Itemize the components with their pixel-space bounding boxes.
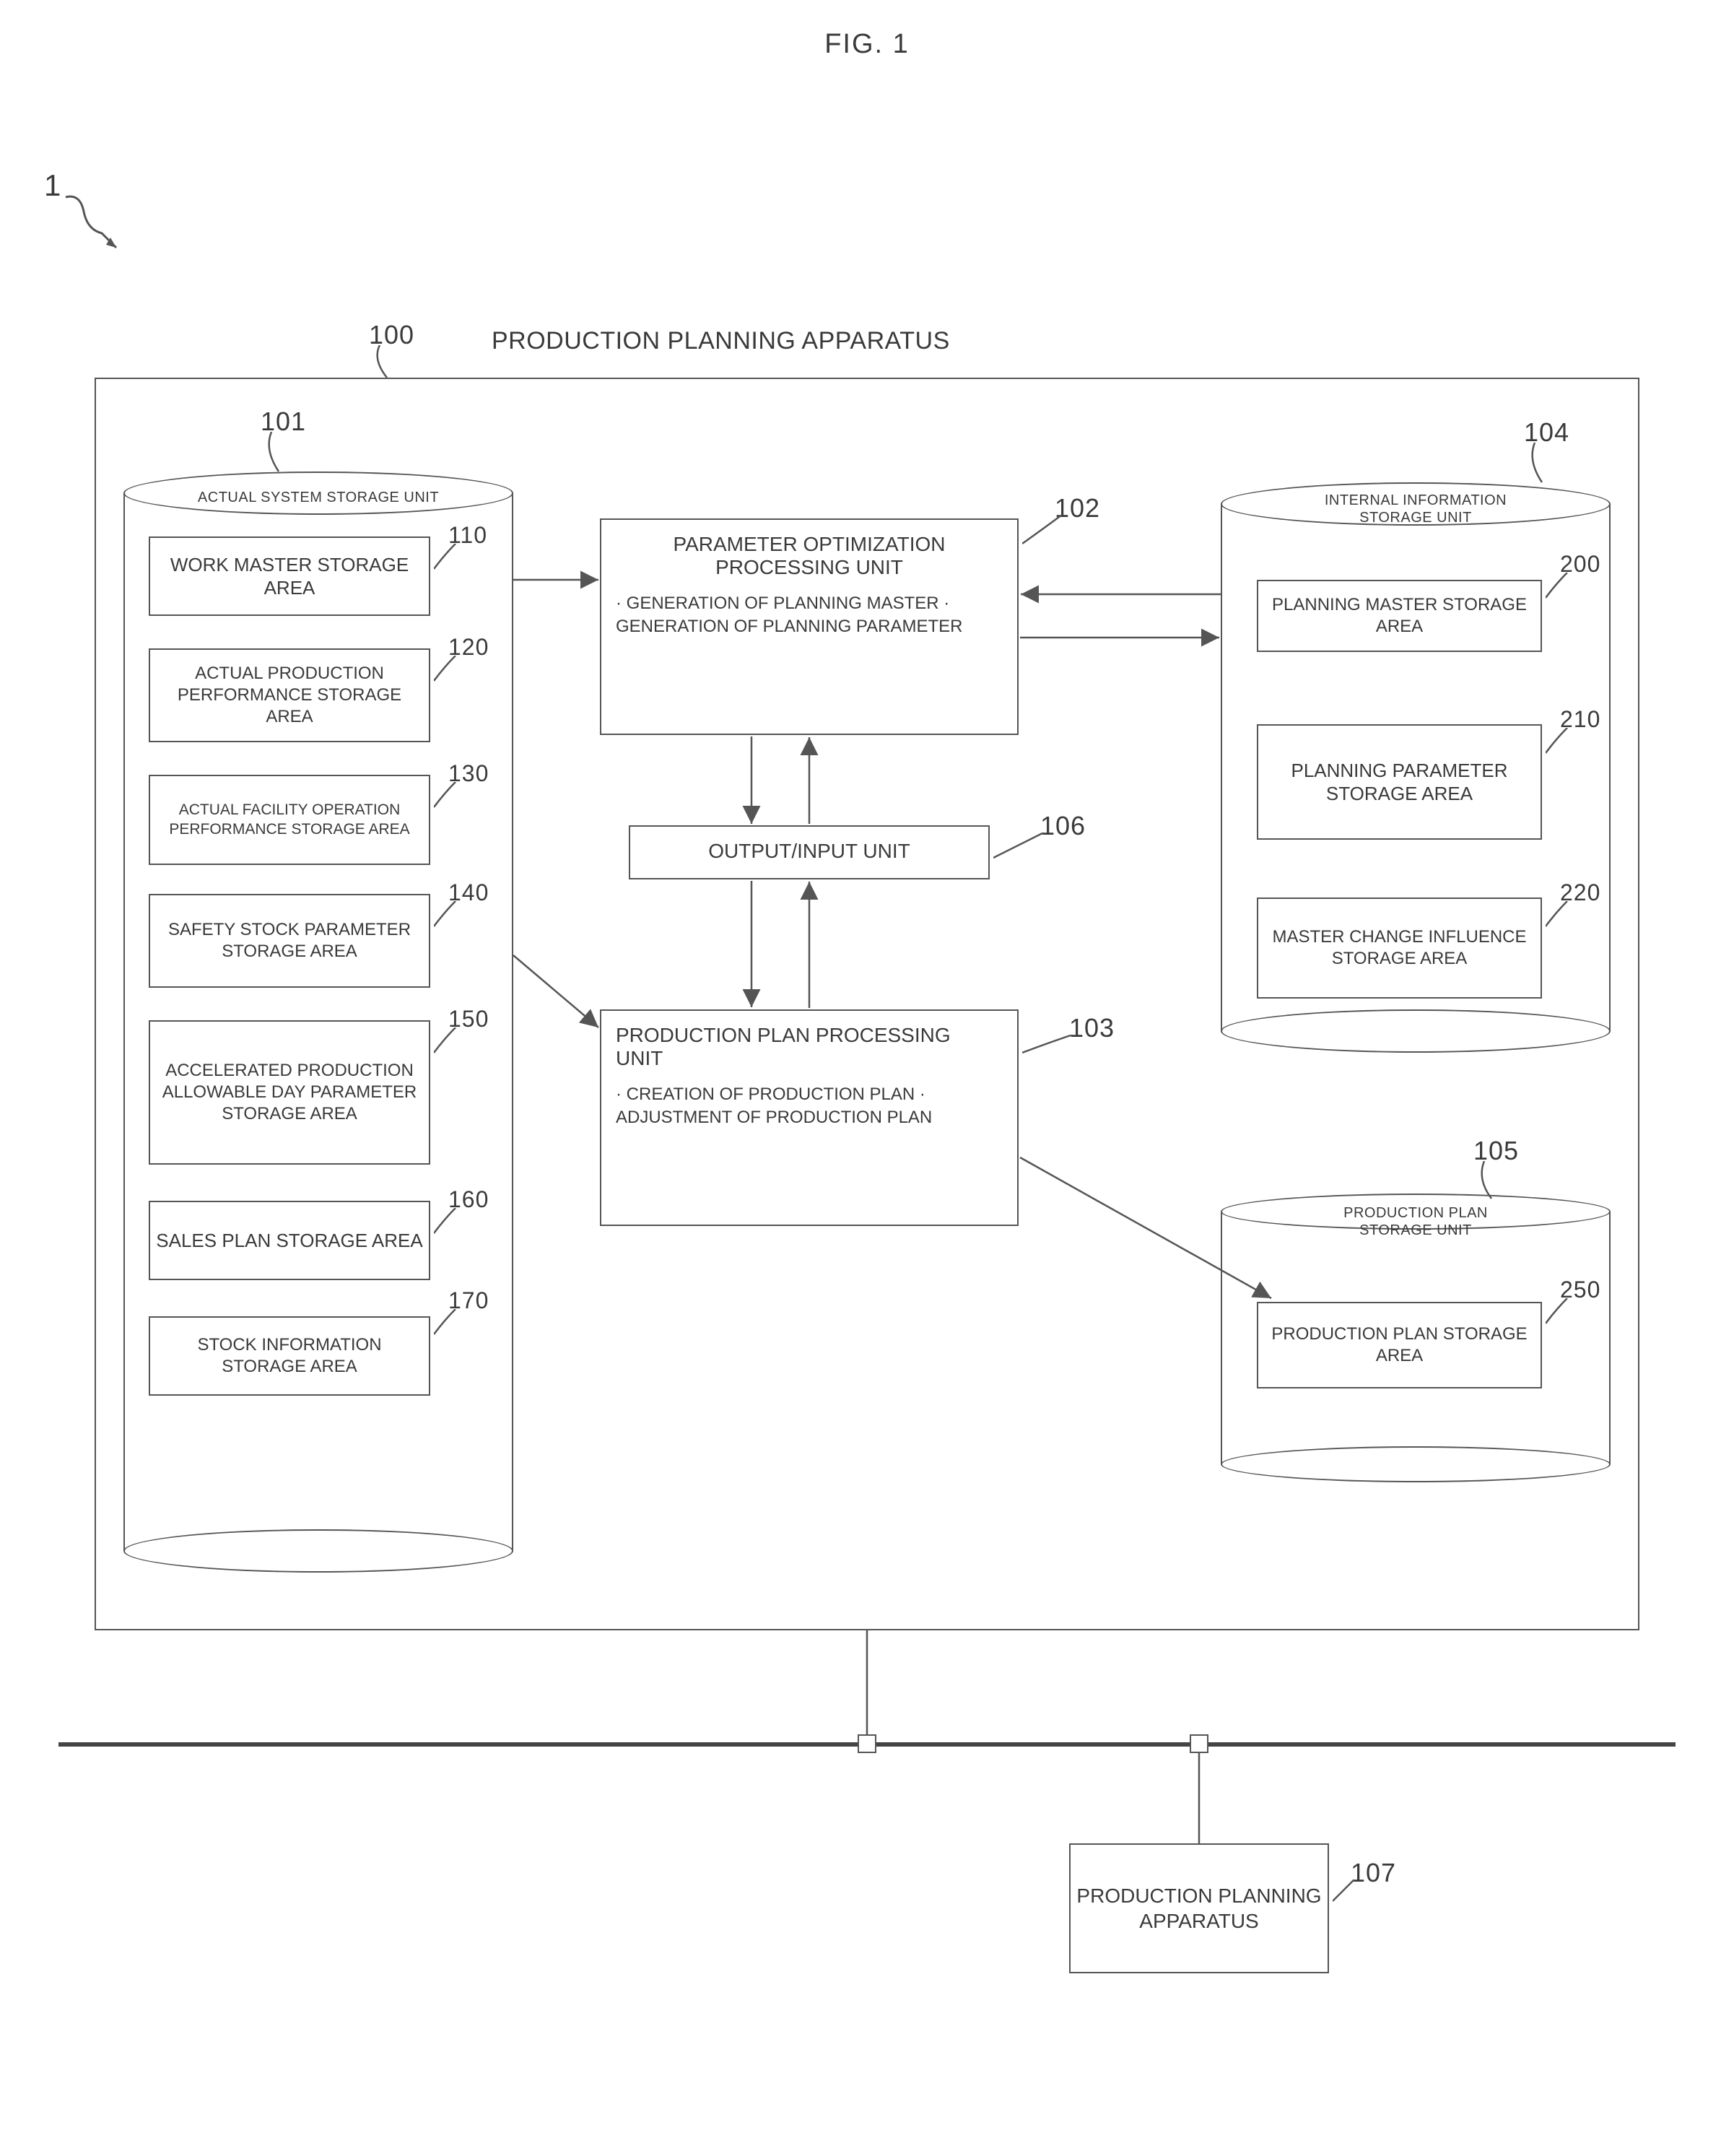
prod-plan-proc-title: PRODUCTION PLAN PROCESSING UNIT [616,1024,1003,1070]
actual-facility-area: ACTUAL FACILITY OPERATION PERFORMANCE ST… [149,775,430,865]
ref-120: 120 [448,634,489,661]
ref-170: 170 [448,1287,489,1314]
sales-plan-area: SALES PLAN STORAGE AREA [149,1201,430,1280]
ref-200: 200 [1560,551,1600,578]
safety-stock-area: SAFETY STOCK PARAMETER STORAGE AREA [149,894,430,988]
squiggle-arrow-icon [58,190,145,277]
diagram-canvas: 1 100 PRODUCTION PLANNING APPARATUS 101 … [30,89,1704,2111]
actual-storage-title: ACTUAL SYSTEM STORAGE UNIT [160,490,477,506]
ref-110: 110 [448,522,487,549]
ref-140: 140 [448,879,489,906]
ref-130: 130 [448,760,489,787]
io-unit-title: OUTPUT/INPUT UNIT [708,840,910,862]
outer-title: PRODUCTION PLANNING APPARATUS [492,327,950,355]
ref-107: 107 [1351,1858,1396,1888]
planning-param-area: PLANNING PARAMETER STORAGE AREA [1257,724,1542,840]
param-opt-box: PARAMETER OPTIMIZATION PROCESSING UNIT ·… [600,518,1019,735]
actual-prod-perf-area: ACTUAL PRODUCTION PERFORMANCE STORAGE AR… [149,648,430,742]
figure-title: FIG. 1 [29,29,1705,60]
actual-storage-ref: 101 [261,407,306,437]
prod-plan-proc-box: PRODUCTION PLAN PROCESSING UNIT · CREATI… [600,1009,1019,1226]
ref-160: 160 [448,1186,489,1213]
ref-210: 210 [1560,706,1600,733]
work-master-area: WORK MASTER STORAGE AREA [149,536,430,616]
ref-102: 102 [1055,493,1100,523]
plan-storage-title: PRODUCTION PLAN STORAGE UNIT [1257,1204,1574,1239]
ref-105: 105 [1473,1136,1519,1166]
external-apparatus-box: PRODUCTION PLANNING APPARATUS [1069,1843,1329,1973]
ref-220: 220 [1560,879,1600,906]
ref-103: 103 [1069,1013,1115,1043]
internal-storage-title: INTERNAL INFORMATION STORAGE UNIT [1257,492,1574,526]
prod-plan-proc-bullets: · CREATION OF PRODUCTION PLAN · ADJUSTME… [616,1083,1003,1130]
param-opt-bullets: · GENERATION OF PLANNING MASTER · GENERA… [616,592,1003,639]
outer-ref: 100 [369,320,414,350]
io-unit-box: OUTPUT/INPUT UNIT [629,825,990,879]
planning-master-area: PLANNING MASTER STORAGE AREA [1257,580,1542,652]
param-opt-title: PARAMETER OPTIMIZATION PROCESSING UNIT [616,533,1003,579]
bus-node-icon [858,1734,876,1753]
ref-106: 106 [1040,811,1086,841]
bus-node-icon [1190,1734,1208,1753]
ref-250: 250 [1560,1277,1600,1303]
ref-150: 150 [448,1006,489,1033]
stock-info-area: STOCK INFORMATION STORAGE AREA [149,1316,430,1396]
master-change-area: MASTER CHANGE INFLUENCE STORAGE AREA [1257,897,1542,999]
prod-plan-area: PRODUCTION PLAN STORAGE AREA [1257,1302,1542,1388]
system-ref: 1 [44,168,61,203]
ref-104: 104 [1524,417,1569,448]
accel-prod-area: ACCELERATED PRODUCTION ALLOWABLE DAY PAR… [149,1020,430,1165]
